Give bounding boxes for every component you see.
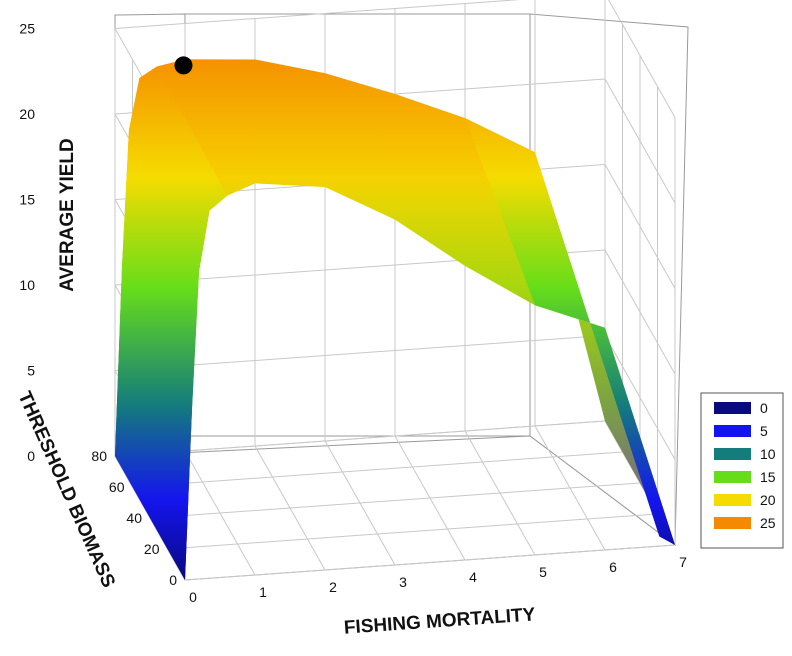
legend-label: 20 bbox=[760, 492, 776, 508]
floor-grid-y bbox=[132, 451, 623, 488]
legend-label: 10 bbox=[760, 446, 776, 462]
back-wall-grid-z bbox=[114, 420, 606, 457]
yield-surface bbox=[115, 59, 675, 580]
marker-layer bbox=[174, 56, 193, 75]
z-tick-label: 20 bbox=[19, 106, 35, 122]
surface-left-limb bbox=[115, 66, 227, 580]
back-wall-grid-z bbox=[114, 335, 606, 371]
back-wall-grid-z bbox=[114, 0, 522, 29]
legend-swatch bbox=[714, 517, 751, 529]
y-tick-label: 0 bbox=[169, 572, 177, 588]
legend-label: 15 bbox=[760, 469, 776, 485]
z-axis-title: AVERAGE YIELD bbox=[57, 138, 78, 291]
z-tick-label: 25 bbox=[19, 21, 35, 37]
floor-grid-y bbox=[184, 544, 676, 581]
legend-label: 5 bbox=[760, 423, 768, 439]
legend-swatch bbox=[714, 402, 751, 414]
legend-swatch bbox=[714, 448, 751, 460]
y-tick-label: 60 bbox=[109, 479, 125, 495]
z-tick-label: 5 bbox=[27, 363, 35, 379]
z-tick-label: 15 bbox=[19, 192, 35, 208]
x-tick-label: 4 bbox=[469, 569, 477, 585]
right-wall-grid-z bbox=[604, 335, 676, 460]
x-tick-label: 2 bbox=[329, 579, 337, 595]
y-tick-label: 40 bbox=[126, 510, 142, 526]
floor-grid-y bbox=[149, 482, 641, 519]
right-wall-grid-z bbox=[604, 78, 676, 204]
y-tick-label: 80 bbox=[91, 448, 107, 464]
legend-swatch bbox=[714, 471, 751, 483]
right-wall-grid-z bbox=[604, 164, 676, 289]
surface-descending-sheet bbox=[157, 59, 675, 546]
floor-grid-y bbox=[167, 513, 658, 550]
x-tick-label: 7 bbox=[679, 554, 687, 570]
y-tick-label: 20 bbox=[144, 541, 160, 557]
legend-swatch bbox=[714, 494, 751, 506]
legend-label: 25 bbox=[760, 515, 776, 531]
x-tick-label: 3 bbox=[399, 574, 407, 590]
x-tick-label: 0 bbox=[189, 589, 197, 605]
optimum-marker bbox=[174, 56, 193, 75]
right-wall-grid-z bbox=[604, 249, 676, 375]
z-tick-label: 10 bbox=[19, 277, 35, 293]
z-tick-label: 0 bbox=[27, 448, 35, 464]
x-tick-label: 6 bbox=[609, 559, 617, 575]
legend: 0 5 10 15 20 25 bbox=[700, 392, 784, 549]
x-tick-label: 5 bbox=[539, 564, 547, 580]
legend-swatch bbox=[714, 425, 751, 437]
x-axis-title: FISHING MORTALITY bbox=[343, 604, 536, 638]
y-axis-title: THRESHOLD BIOMASS bbox=[13, 388, 118, 590]
legend-label: 0 bbox=[760, 400, 768, 416]
right-wall-grid-z bbox=[608, 0, 676, 118]
x-tick-label: 1 bbox=[259, 584, 267, 600]
